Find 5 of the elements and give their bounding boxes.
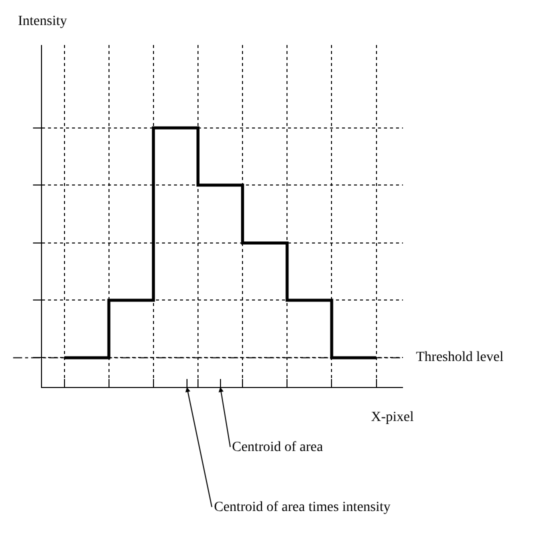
ref-line-label: Threshold level [416, 350, 504, 365]
x-axis-title: X-pixel [371, 410, 414, 425]
text: Centroid of area [232, 440, 324, 455]
text: Intensity [18, 14, 67, 29]
text: Centroid of area times intensity [214, 500, 391, 515]
